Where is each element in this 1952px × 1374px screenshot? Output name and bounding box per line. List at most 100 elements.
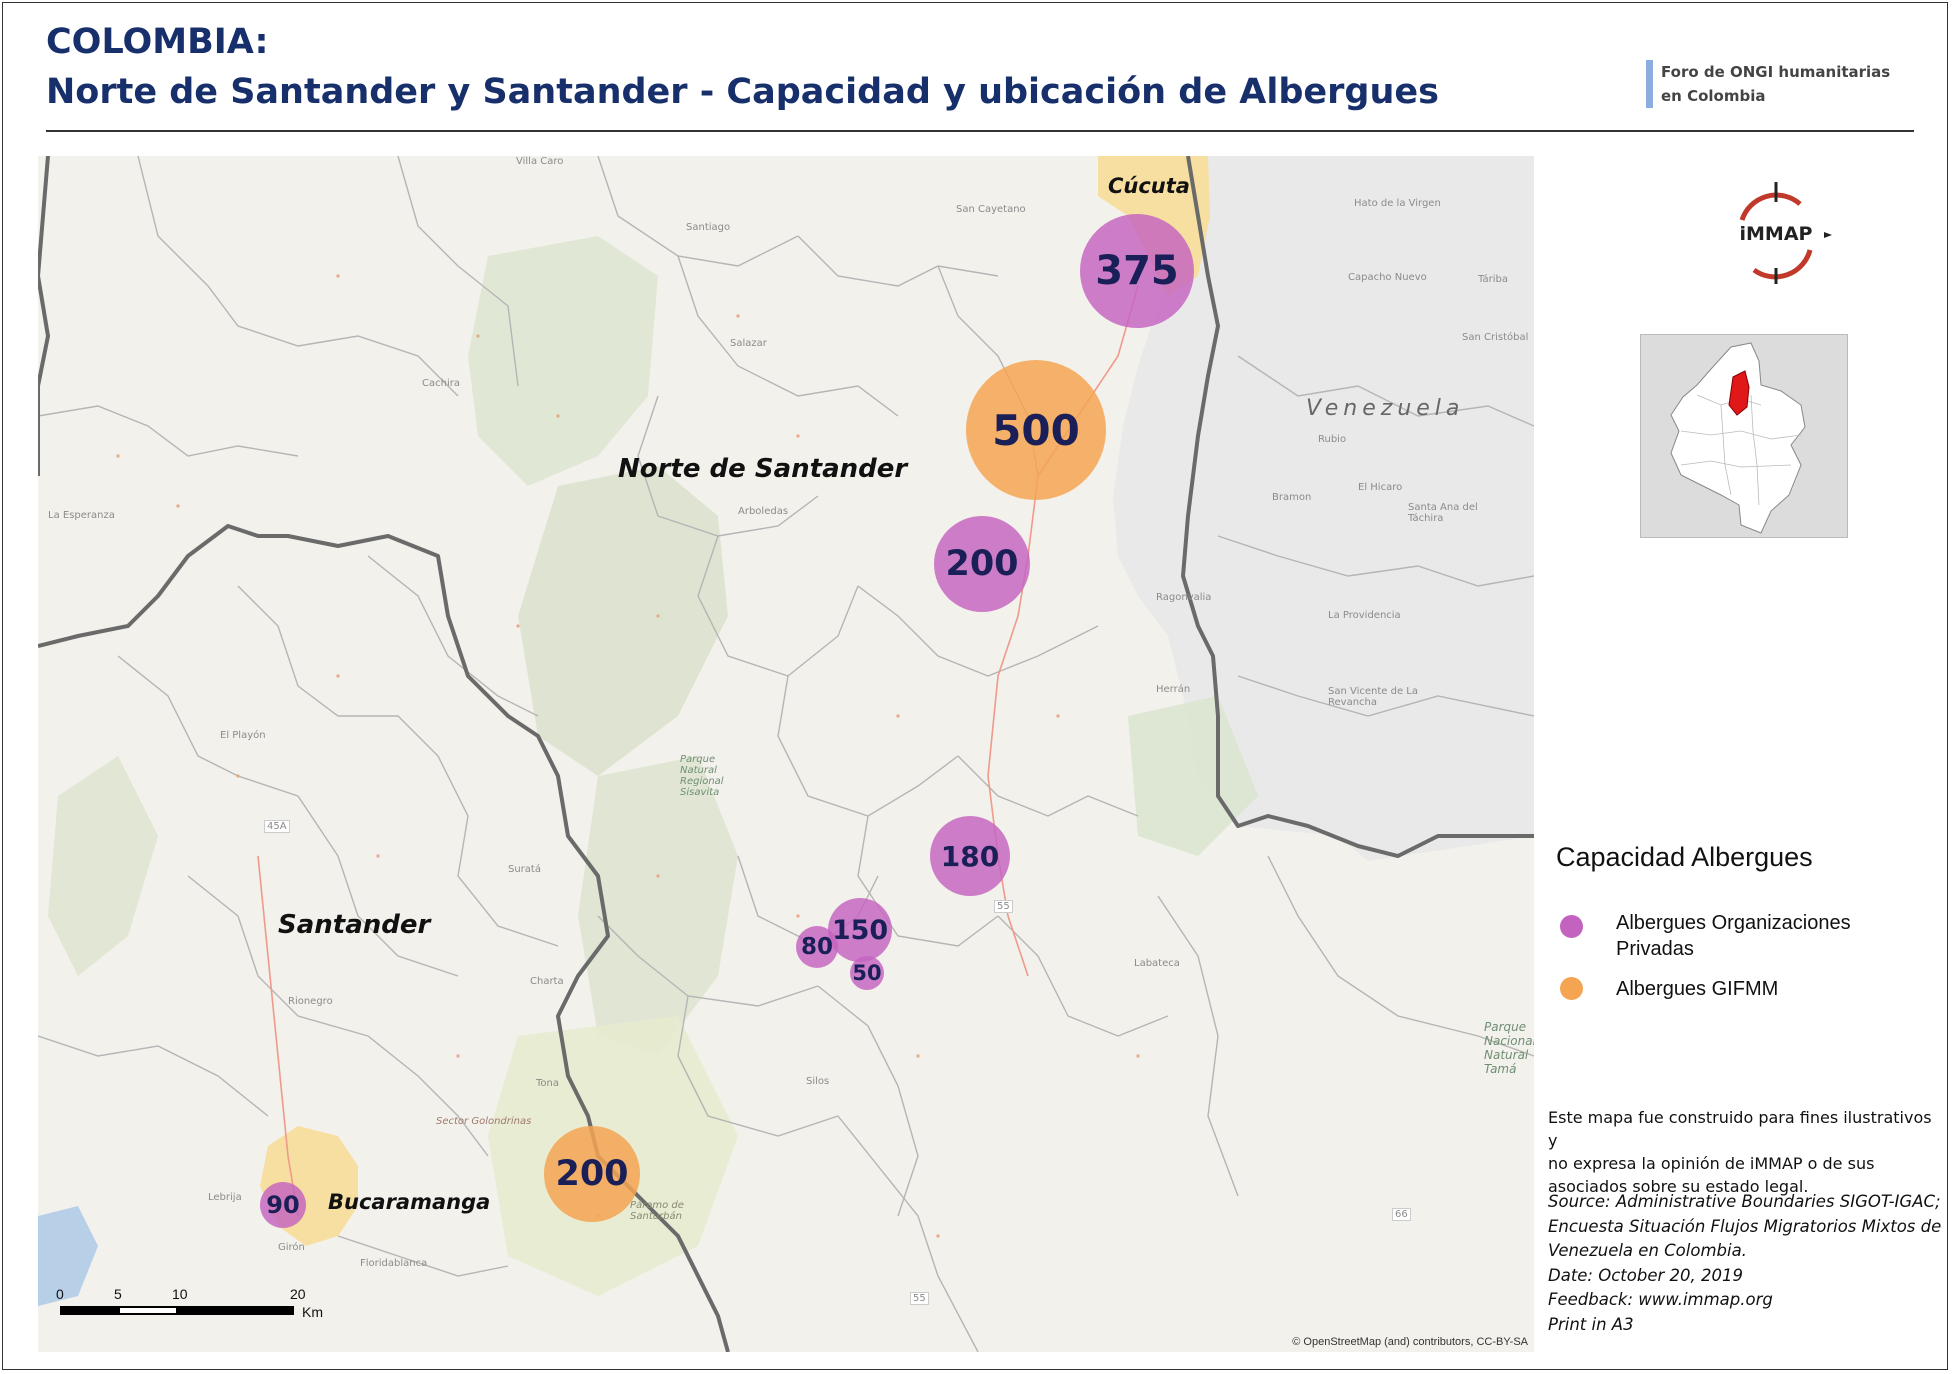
department-label-norte-de-santander: Norte de Santander: [618, 454, 908, 484]
source-line: Source: Administrative Boundaries SIGOT-…: [1548, 1192, 1941, 1211]
shelter-bubble-200-north[interactable]: 200: [934, 516, 1030, 612]
disclaimer-line: no expresa la opinión de iMMAP o de sus: [1548, 1154, 1875, 1173]
place-label: Herrán: [1156, 684, 1191, 695]
shelter-value: 375: [1095, 248, 1179, 294]
legend-label-private-line1: Albergues Organizaciones: [1616, 912, 1851, 934]
place-label: Sector Golondrinas: [436, 1116, 532, 1127]
forum-logo: Foro de ONGI humanitarias en Colombia: [1646, 60, 1890, 108]
map-attribution: © OpenStreetMap (and) contributors, CC-B…: [1292, 1336, 1528, 1348]
disclaimer-line: Este mapa fue construido para fines ilus…: [1548, 1108, 1932, 1150]
basemap: [38, 156, 1534, 1352]
title-line-2: Norte de Santander y Santander - Capacid…: [46, 72, 1439, 112]
place-label: Rionegro: [288, 996, 333, 1007]
reservoir: [38, 1206, 98, 1306]
shelter-value: 150: [831, 914, 889, 946]
scale-segment: [60, 1306, 120, 1315]
scale-tick: 20: [290, 1286, 306, 1302]
forest-patch: [1128, 696, 1258, 856]
road-number: 55: [994, 900, 1013, 913]
shelter-value: 200: [555, 1154, 629, 1194]
place-label: Girón: [278, 1242, 305, 1253]
shelter-bubble-80[interactable]: 80: [796, 926, 838, 968]
place-label: Capacho Nuevo: [1348, 272, 1427, 283]
disclaimer-line: asociados sobre su estado legal.: [1548, 1177, 1809, 1196]
map-canvas[interactable]: Villa Caro Santiago San Cayetano Salazar…: [38, 156, 1534, 1352]
shelter-value: 80: [800, 934, 833, 960]
road-number: 66: [1392, 1208, 1411, 1221]
country-label-venezuela: Venezuela: [1306, 396, 1465, 421]
city-label-cucuta: Cúcuta: [1108, 174, 1190, 198]
place-label: Parque Natural Regional Sisavita: [680, 754, 724, 798]
city-label-bucaramanga: Bucaramanga: [328, 1190, 491, 1214]
shelter-value: 90: [266, 1191, 300, 1219]
forum-line-1: Foro de ONGI humanitarias: [1661, 63, 1891, 81]
place-label: Hato de la Virgen: [1354, 198, 1441, 209]
place-label: Rubio: [1318, 434, 1347, 445]
header-divider: [46, 130, 1914, 132]
place-label: Táriba: [1478, 274, 1508, 285]
place-label: Santiago: [686, 222, 731, 233]
shelter-bubble-50[interactable]: 50: [850, 956, 884, 990]
shelter-value: 500: [992, 405, 1080, 455]
source-feedback: Feedback: www.immap.org: [1548, 1290, 1773, 1309]
place-label: Floridablanca: [360, 1258, 428, 1269]
place-label: Salazar: [730, 338, 767, 349]
place-label: Labateca: [1134, 958, 1180, 969]
legend-label-gifmm: Albergues GIFMM: [1616, 978, 1779, 1000]
scale-segment: [118, 1306, 178, 1315]
place-label: Suratá: [508, 864, 541, 875]
forum-line-2: en Colombia: [1661, 87, 1766, 105]
shelter-bubble-375[interactable]: 375: [1080, 214, 1194, 328]
place-label: Ragonvalia: [1156, 592, 1212, 603]
scale-tick: 0: [56, 1286, 64, 1302]
legend-swatch-gifmm: [1560, 977, 1583, 1000]
legend-title: Capacidad Albergues: [1556, 842, 1813, 872]
place-label: Lebrija: [208, 1192, 242, 1203]
shelter-bubble-500[interactable]: 500: [966, 360, 1106, 500]
forest-patch: [48, 756, 158, 976]
place-label: Tona: [536, 1078, 559, 1089]
place-label: San Vicente de La Revancha: [1328, 686, 1419, 708]
disclaimer: Este mapa fue construido para fines ilus…: [1548, 1106, 1938, 1198]
scale-segment: [176, 1306, 294, 1315]
inset-locator-map: [1640, 334, 1848, 538]
shelter-bubble-90[interactable]: 90: [260, 1182, 306, 1228]
forest-patch: [578, 756, 738, 1056]
place-label: San Cristóbal: [1462, 332, 1529, 343]
immap-logo: iMMAP: [1716, 180, 1836, 290]
place-label: El Hicaro: [1358, 482, 1403, 493]
source-print: Print in A3: [1548, 1314, 1634, 1334]
source-block: Source: Administrative Boundaries SIGOT-…: [1548, 1190, 1946, 1337]
scale-tick: 5: [114, 1286, 122, 1302]
legend-label-private-line2: Privadas: [1616, 938, 1694, 960]
shelter-bubble-200-south[interactable]: 200: [544, 1126, 640, 1222]
shelter-value: 200: [945, 544, 1019, 584]
place-label: Cachira: [422, 378, 460, 389]
road-number: 45A: [264, 820, 290, 833]
legend-swatch-private: [1560, 915, 1583, 938]
place-label: Santa Ana del Táchira: [1408, 502, 1478, 524]
road-number: 55: [910, 1292, 929, 1305]
immap-logo-text: iMMAP: [1739, 223, 1813, 245]
shelter-value: 180: [940, 839, 1000, 873]
department-label-santander: Santander: [278, 910, 431, 940]
source-line: Venezuela en Colombia.: [1548, 1241, 1747, 1260]
scale-tick: 10: [172, 1286, 188, 1302]
source-date: Date: October 20, 2019: [1548, 1265, 1743, 1285]
immap-logo-icon: [1739, 182, 1832, 284]
place-label: Parque Nacional Natural Tamá: [1484, 1020, 1534, 1076]
place-label: Silos: [806, 1076, 830, 1087]
place-label: Bramon: [1272, 492, 1312, 503]
place-label: Páramo de Santurbán: [630, 1200, 684, 1222]
title-line-1: COLOMBIA:: [46, 22, 269, 62]
shelter-bubble-180[interactable]: 180: [930, 816, 1010, 896]
shelter-value: 50: [852, 961, 882, 985]
scale-unit: Km: [302, 1304, 323, 1320]
place-label: La Esperanza: [48, 510, 115, 521]
shelter-bubble-150[interactable]: 150: [828, 898, 892, 962]
place-label: La Providencia: [1328, 610, 1401, 621]
forest-patch: [518, 466, 728, 776]
colombia-outline: [1670, 342, 1806, 534]
forest-patch: [468, 236, 658, 486]
